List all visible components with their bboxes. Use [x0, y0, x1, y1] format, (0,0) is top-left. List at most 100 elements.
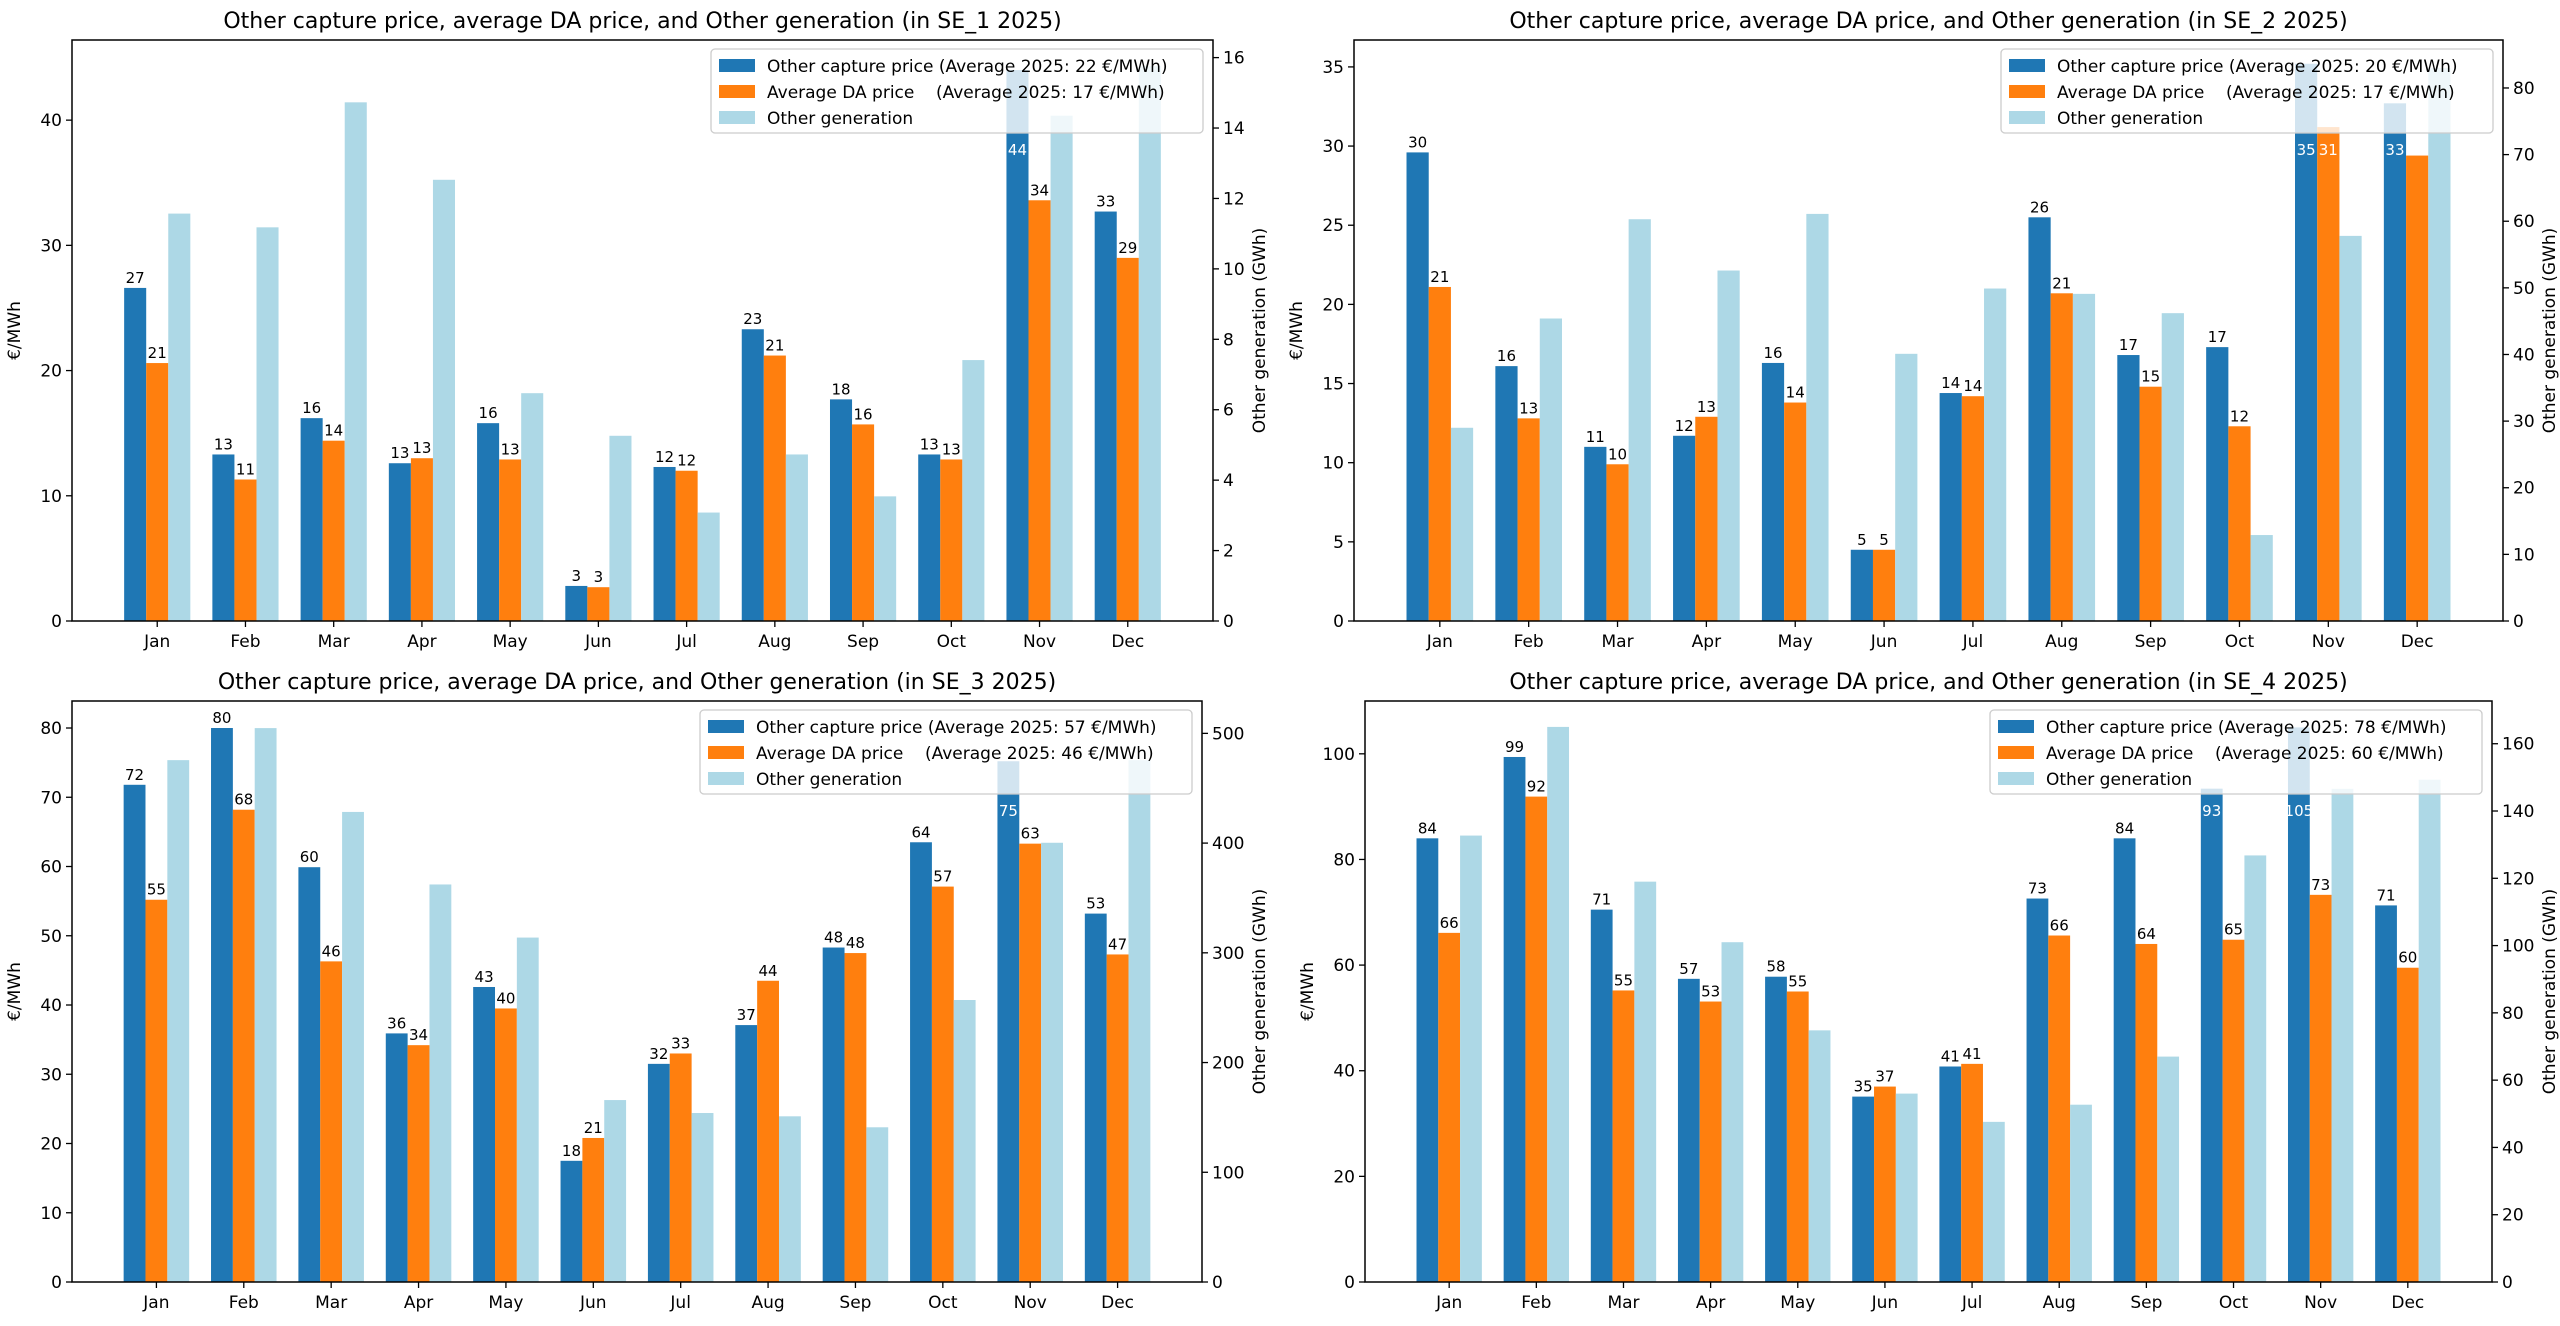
bar-capture-dec [1094, 211, 1117, 621]
y2-axis-label: Other generation (GWh) [1250, 228, 1270, 434]
plot-frame [1364, 700, 2493, 1283]
x-tick-label: Nov [2312, 632, 2345, 652]
y-tick-label: 10 [40, 487, 62, 507]
chart-panel-1: Other capture price, average DA price, a… [5, 9, 1270, 652]
bar-capture-feb [211, 728, 233, 1282]
y2-axis-label: Other generation (GWh) [2540, 889, 2560, 1095]
bar-value-label: 17 [2208, 328, 2227, 346]
bar-value-label: 43 [475, 968, 494, 986]
bar-da-mar [1606, 464, 1629, 621]
x-tick-label: Dec [1101, 1293, 1134, 1313]
x-tick-label: Jan [143, 632, 170, 652]
plot-frame [71, 39, 1214, 622]
bar-da-apr [1699, 1001, 1722, 1282]
y-tick-label: 30 [40, 1065, 62, 1085]
legend-box [699, 709, 1193, 795]
bar-capture-apr [388, 463, 411, 621]
bar-value-label: 55 [1614, 971, 1633, 989]
y2-tick-label: 80 [2513, 79, 2535, 99]
legend-label-capture: Other capture price (Average 2025: 20 €/… [2057, 57, 2458, 77]
y-tick-label: 20 [1322, 295, 1344, 315]
bar-capture-nov [1006, 70, 1029, 621]
y-tick-label: 20 [40, 362, 62, 382]
bar-value-label: 36 [387, 1014, 406, 1032]
bar-value-label: 33 [2385, 141, 2404, 159]
bar-capture-oct [910, 842, 932, 1282]
bar-generation-nov [1041, 842, 1063, 1282]
bar-da-oct [2228, 426, 2251, 621]
bar-capture-nov [2295, 63, 2318, 622]
bar-value-label: 11 [236, 461, 255, 479]
bar-value-label: 34 [409, 1026, 428, 1044]
bar-generation-sep [874, 496, 897, 621]
y2-tick-label: 70 [2513, 146, 2535, 166]
bar-generation-oct [2250, 535, 2273, 621]
bar-capture-apr [1677, 978, 1700, 1282]
bar-capture-dec [1084, 913, 1107, 1282]
bar-value-label: 68 [234, 791, 253, 809]
bar-value-label: 64 [911, 823, 930, 841]
bar-value-label: 57 [1679, 960, 1698, 978]
bar-value-label: 71 [2376, 886, 2395, 904]
bar-da-mar [322, 440, 345, 621]
legend-swatch-capture [2009, 59, 2045, 72]
x-tick-label: May [1780, 1293, 1815, 1313]
legend-box [1989, 709, 2483, 795]
y2-tick-label: 12 [1223, 189, 1245, 209]
chart-panel-4: Other capture price, average DA price, a… [1298, 670, 2560, 1313]
bar-da-jun [587, 587, 610, 621]
bar-value-label: 33 [671, 1034, 690, 1052]
bar-generation-jul [697, 512, 720, 621]
y2-tick-label: 20 [2502, 1206, 2524, 1226]
legend-swatch-generation [708, 772, 744, 785]
bar-generation-nov [2331, 788, 2354, 1282]
x-tick-label: Oct [2225, 632, 2255, 652]
y-tick-label: 40 [1333, 1062, 1355, 1082]
bar-capture-mar [1590, 909, 1613, 1282]
bar-value-label: 33 [1096, 193, 1115, 211]
bar-value-label: 29 [1118, 239, 1137, 257]
bar-da-jan [146, 363, 169, 621]
y2-axis-label: Other generation (GWh) [2540, 228, 2560, 434]
y-tick-label: 80 [40, 719, 62, 739]
y2-tick-label: 2 [1223, 542, 1234, 562]
bar-da-jan [145, 899, 168, 1282]
bar-da-apr [1695, 416, 1718, 621]
bar-capture-nov [997, 761, 1020, 1282]
y-axis-label: €/MWh [1298, 962, 1318, 1021]
bar-value-label: 71 [1592, 891, 1611, 909]
bar-da-jun [1872, 549, 1896, 621]
bar-da-jun [582, 1137, 605, 1282]
bar-value-label: 10 [1608, 445, 1627, 463]
bar-capture-jul [1939, 1066, 1962, 1282]
bar-da-dec [2396, 967, 2419, 1282]
bar-capture-jun [1850, 549, 1873, 621]
x-tick-label: Dec [2401, 632, 2434, 652]
bar-da-oct [940, 459, 963, 621]
x-tick-label: Apr [1696, 1293, 1725, 1313]
x-tick-label: Apr [1692, 632, 1721, 652]
bar-value-label: 14 [324, 422, 343, 440]
bar-capture-apr [1673, 435, 1696, 621]
bar-value-label: 13 [390, 444, 409, 462]
y-tick-label: 0 [51, 612, 62, 632]
bar-da-feb [232, 809, 255, 1282]
y2-tick-label: 40 [2513, 345, 2535, 365]
bar-capture-may [1765, 976, 1787, 1282]
legend-swatch-capture [1998, 720, 2034, 733]
y2-tick-label: 14 [1223, 119, 1245, 139]
bar-generation-sep [866, 1127, 889, 1282]
x-tick-label: Mar [315, 1293, 347, 1313]
bar-generation-jul [1984, 288, 2007, 621]
bar-da-apr [407, 1045, 430, 1282]
bar-value-label: 12 [1675, 417, 1694, 435]
bar-da-dec [1116, 257, 1139, 621]
bar-capture-jan [123, 784, 146, 1282]
bar-da-may [1784, 402, 1807, 621]
bar-da-sep [2135, 943, 2158, 1282]
y2-tick-label: 100 [2502, 937, 2534, 957]
bar-generation-may [516, 937, 539, 1282]
y-tick-label: 60 [1333, 956, 1355, 976]
bar-value-label: 60 [300, 848, 319, 866]
bar-da-dec [1106, 954, 1129, 1282]
